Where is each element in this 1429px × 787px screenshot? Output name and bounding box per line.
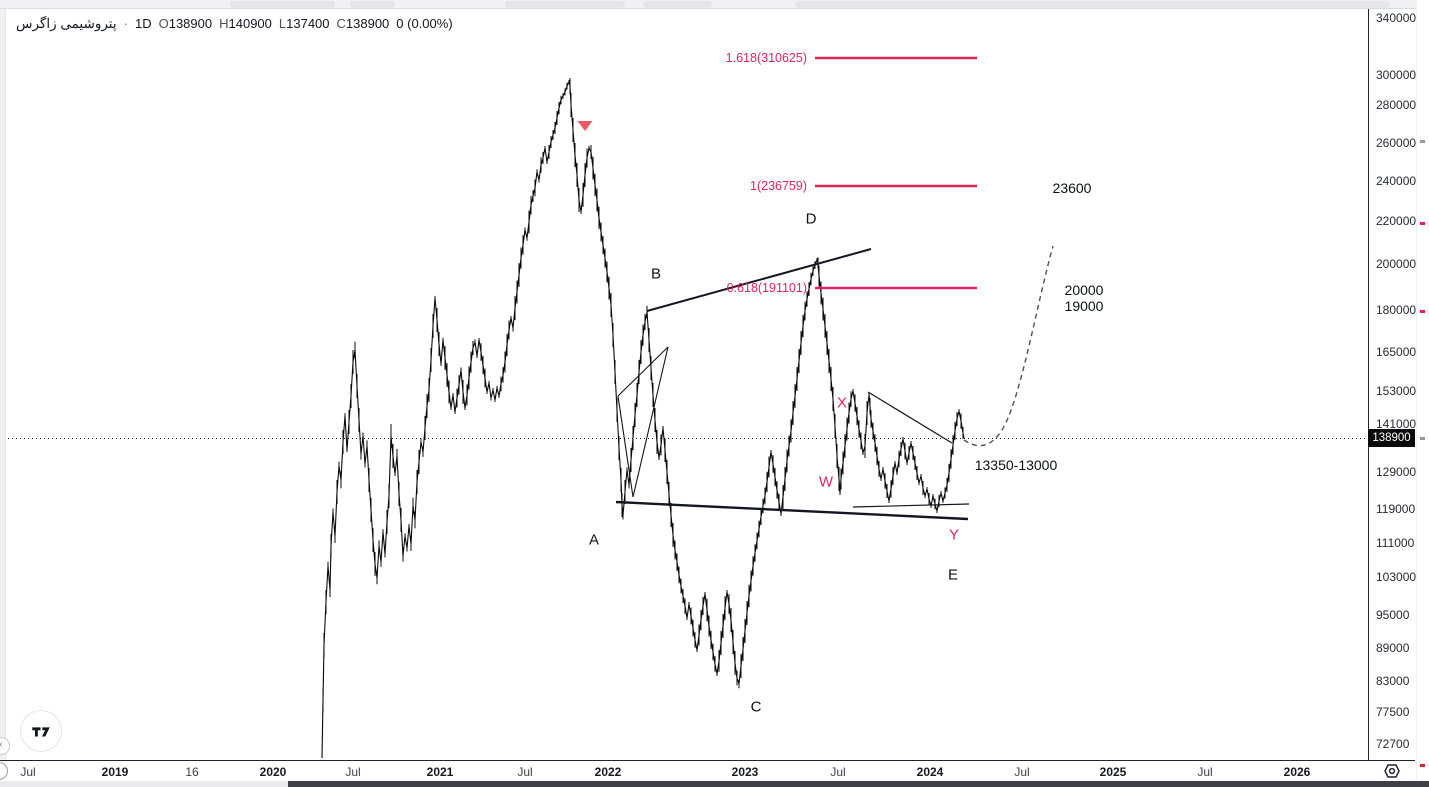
time-axis-tick: 2024 <box>916 765 944 779</box>
right-edge-strip <box>1416 0 1429 787</box>
trendline[interactable] <box>852 503 970 508</box>
price-axis-tick: 119000 <box>1376 502 1416 516</box>
time-axis-tick: 2026 <box>1283 765 1311 779</box>
price-axis-tick: 141000 <box>1376 417 1417 431</box>
time-axis-tick: 2021 <box>426 765 454 779</box>
projection-curve[interactable] <box>963 245 1054 447</box>
wave-label-x[interactable]: X <box>836 394 848 412</box>
price-axis-tick: 200000 <box>1376 257 1417 271</box>
time-axis-tick: Jul <box>20 765 36 779</box>
legend-change: 0 (0.00%) <box>396 16 453 31</box>
time-axis-tick: Jul <box>1014 765 1030 779</box>
price-axis-tick: 165000 <box>1376 345 1417 359</box>
edge-mark <box>1420 140 1425 143</box>
top-toolbar <box>0 0 1429 9</box>
trendline[interactable] <box>646 248 872 312</box>
time-axis-tick: 16 <box>185 765 199 779</box>
price-axis-tick: 103000 <box>1376 570 1417 584</box>
time-axis-tick: 2020 <box>259 765 287 779</box>
wave-label-w[interactable]: W <box>818 473 834 491</box>
edge-mark <box>1420 764 1425 767</box>
wave-label-a[interactable]: A <box>588 531 600 549</box>
tradingview-logo[interactable] <box>20 710 62 752</box>
time-axis-tick: Jul <box>345 765 361 779</box>
price-axis-tick: 220000 <box>1376 214 1417 228</box>
fib-level-label[interactable]: 1(236759) <box>750 179 807 193</box>
price-axis-tick: 77500 <box>1376 705 1410 719</box>
gear-icon <box>1383 763 1400 778</box>
timeframe-label: 1D <box>134 16 152 31</box>
bottom-bar-right <box>288 781 1429 787</box>
price-scale-settings-button[interactable] <box>1368 761 1415 780</box>
toolbar-button-placeholder <box>230 1 335 8</box>
symbol-legend[interactable]: پتروشیمی زاگرس · 1D O138900 H140900 L137… <box>16 16 453 32</box>
current-price-badge: 138900 <box>1368 429 1415 447</box>
wave-label-b[interactable]: B <box>650 265 662 283</box>
trendline[interactable] <box>615 500 969 521</box>
target-label[interactable]: 13350-13000 <box>974 457 1058 473</box>
price-axis-tick: 340000 <box>1376 11 1417 25</box>
toolbar-button-placeholder <box>505 1 625 8</box>
price-axis-tick: 180000 <box>1376 303 1417 317</box>
trendline[interactable] <box>867 391 953 444</box>
wave-label-c[interactable]: C <box>750 698 762 716</box>
price-series-bars <box>322 77 964 712</box>
symbol-name: پتروشیمی زاگرس <box>16 16 117 31</box>
wave-label-e[interactable]: E <box>947 566 959 584</box>
time-axis-tick: 2019 <box>101 765 129 779</box>
price-axis-tick: 260000 <box>1376 136 1417 150</box>
time-axis-tick: 2022 <box>594 765 622 779</box>
toolbar-button-placeholder <box>643 1 712 8</box>
sell-marker-icon[interactable] <box>577 121 593 131</box>
fib-level-label[interactable]: 1.618(310625) <box>725 51 807 65</box>
price-axis-tick: 240000 <box>1376 174 1417 188</box>
time-axis-tick: Jul <box>830 765 846 779</box>
price-axis-tick: 300000 <box>1376 68 1417 82</box>
price-series-path <box>321 80 965 759</box>
legend-high: H140900 <box>219 16 272 31</box>
time-axis-tick: 2023 <box>731 765 759 779</box>
target-label[interactable]: 23600 <box>1052 180 1092 196</box>
chevron-left-icon: ‹ <box>0 739 3 750</box>
price-axis-tick: 83000 <box>1376 674 1410 688</box>
price-axis-tick: 129000 <box>1376 465 1417 479</box>
legend-separator: · <box>123 16 128 31</box>
target-label[interactable]: 19000 <box>1064 298 1104 314</box>
tradingview-logo-icon <box>32 727 50 737</box>
left-toolbar-strip <box>0 9 6 780</box>
edge-mark <box>1420 437 1425 440</box>
toolbar-button-placeholder <box>795 1 1390 8</box>
time-axis[interactable]: Jul 2019 16 2020 Jul 2021 Jul 2022 2023 Jul 2024 Ju… <box>0 760 1415 780</box>
legend-open: O138900 <box>158 16 213 31</box>
current-price-value: 138900 <box>1372 432 1411 444</box>
price-axis-tick: 280000 <box>1376 98 1417 112</box>
bottom-bar-left <box>0 781 288 787</box>
edge-mark <box>1420 310 1425 313</box>
price-axis-tick: 72700 <box>1376 737 1410 751</box>
price-axis-tick: 95000 <box>1376 608 1410 622</box>
time-axis-tick: Jul <box>1197 765 1213 779</box>
legend-low: L137400 <box>278 16 330 31</box>
trendline[interactable] <box>617 346 669 397</box>
price-axis-tick: 89000 <box>1376 641 1410 655</box>
fib-level-label[interactable]: 0.618(191101) <box>726 281 807 295</box>
price-axis[interactable]: 340000 300000 280000 260000 240000 220000 2000… <box>1368 9 1417 761</box>
wave-label-d[interactable]: D <box>805 210 817 228</box>
legend-close: C138900 <box>336 16 390 31</box>
time-axis-tick: Jul <box>517 765 533 779</box>
wave-label-y[interactable]: Y <box>948 526 960 544</box>
target-label[interactable]: 20000 <box>1064 282 1104 298</box>
price-axis-tick: 111000 <box>1376 536 1415 550</box>
trendline[interactable] <box>632 346 669 498</box>
trendline[interactable] <box>617 395 634 498</box>
toolbar-button-placeholder <box>350 1 395 8</box>
price-axis-tick: 153000 <box>1376 384 1417 398</box>
time-axis-tick: 2025 <box>1099 765 1127 779</box>
edge-mark <box>1420 222 1425 225</box>
